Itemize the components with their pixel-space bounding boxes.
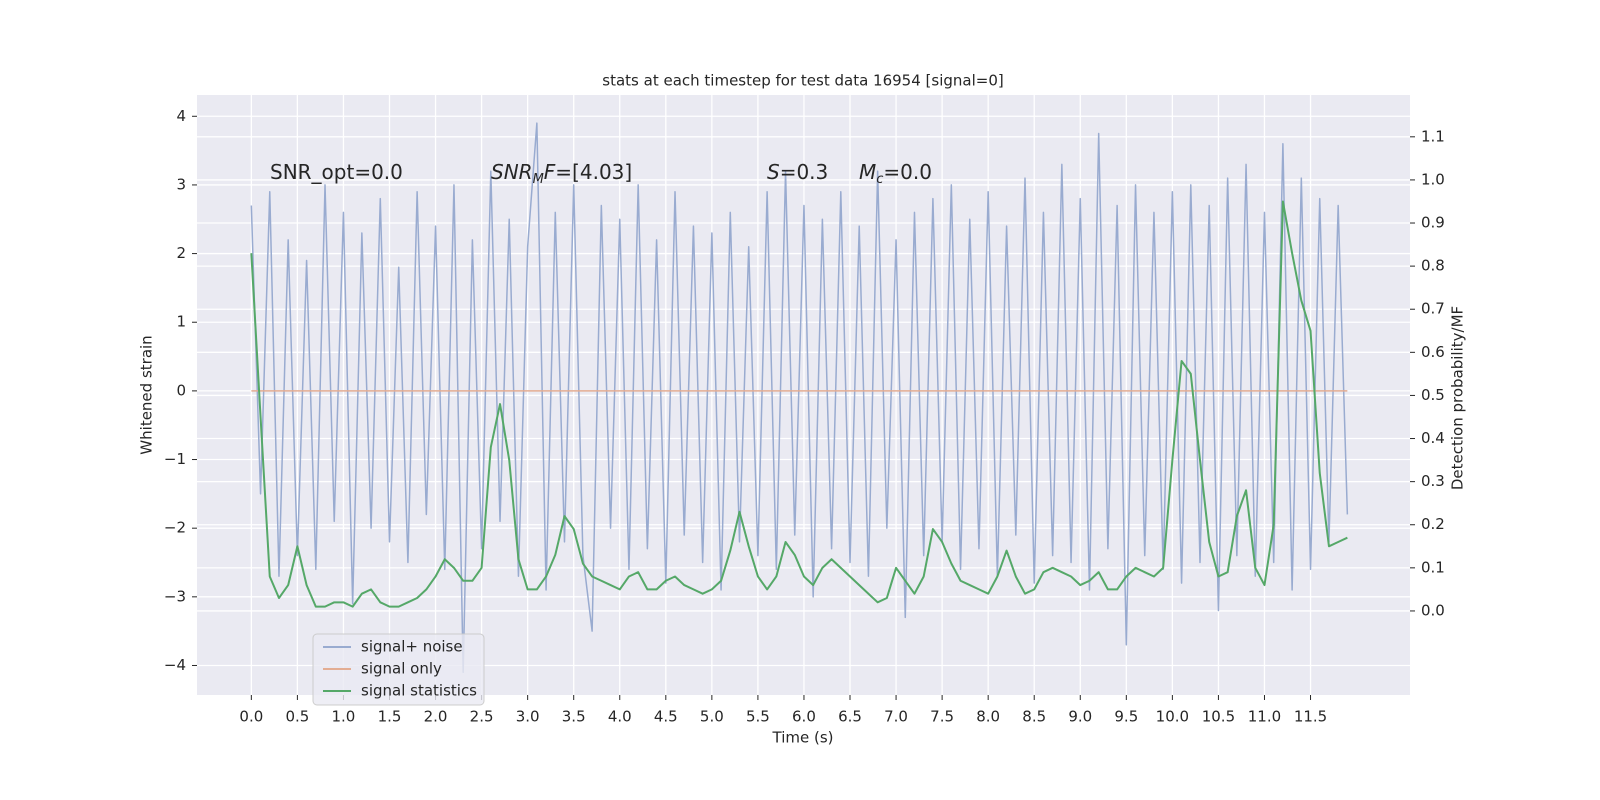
x-tick-label: 5.5 [746,708,770,726]
y-tick-label: −4 [164,656,186,674]
annotation: SNRMF=[4.03] [491,160,632,187]
y-tick-label: 1 [176,313,186,331]
y2-tick-label: 0.3 [1421,472,1445,490]
x-tick-label: 4.0 [608,708,632,726]
x-tick-label: 3.0 [516,708,540,726]
x-tick-label: 10.0 [1156,708,1189,726]
y-tick-label: 3 [176,175,186,193]
y-axis-label: Whitened strain [138,335,156,454]
y2-tick-label: 0.8 [1421,257,1445,275]
annotation-part: SNR [491,160,533,184]
x-tick-label: 0.5 [285,708,309,726]
legend-label: signal only [361,660,442,678]
y-tick-label: 0 [176,381,186,399]
y-tick-label: −3 [164,587,186,605]
y-tick-label: −2 [164,519,186,537]
annotation-part: F [544,160,556,184]
x-tick-label: 0.0 [239,708,263,726]
x-tick-label: 8.5 [1022,708,1046,726]
y2-tick-label: 0.6 [1421,343,1445,361]
x-tick-label: 9.5 [1114,708,1138,726]
x-tick-label: 9.0 [1068,708,1092,726]
y2-tick-label: 0.5 [1421,386,1445,404]
y-tick-label: −1 [164,450,186,468]
y2-tick-label: 0.0 [1421,601,1445,619]
y2-tick-label: 0.9 [1421,214,1445,232]
annotation-part: M [533,172,544,187]
annotation-part: SNR_opt=0.0 [270,160,403,184]
chart-title: stats at each timestep for test data 169… [602,72,1003,90]
x-tick-label: 7.0 [884,708,908,726]
x-tick-label: 5.0 [700,708,724,726]
x-tick-label: 8.0 [976,708,1000,726]
legend-label: signal+ noise [361,638,463,656]
x-tick-label: 1.0 [332,708,356,726]
series-line [250,122,1349,674]
y2-tick-label: 0.1 [1421,558,1445,576]
x-tick-label: 6.5 [838,708,862,726]
x-tick-label: 2.0 [424,708,448,726]
annotation-part: =0.3 [780,160,829,184]
y2-tick-label: 1.1 [1421,127,1445,145]
y2-tick-label: 0.2 [1421,515,1445,533]
x-tick-label: 1.5 [378,708,402,726]
annotation-part: M [859,160,876,184]
legend-label: signal statistics [361,682,477,700]
x-axis-label: Time (s) [772,729,834,747]
x-tick-label: 10.5 [1202,708,1235,726]
annotation-part: =[4.03] [555,160,632,184]
annotation: Mc=0.0 [859,160,932,187]
y2-tick-label: 0.7 [1421,300,1445,318]
x-tick-label: 7.5 [930,708,954,726]
y2-tick-label: 0.4 [1421,429,1445,447]
x-tick-label: 11.0 [1248,708,1281,726]
annotation-part: S [767,160,780,184]
y-tick-label: 4 [176,107,186,125]
annotation: SNR_opt=0.0 [270,160,403,184]
annotation-part: c [876,172,883,187]
legend-box [312,633,485,706]
x-tick-label: 4.5 [654,708,678,726]
x-tick-label: 11.5 [1294,708,1327,726]
annotation-part: =0.0 [883,160,932,184]
y2-axis-label: Detection probability/MF [1449,306,1467,490]
y2-tick-label: 1.0 [1421,170,1445,188]
x-tick-label: 3.5 [562,708,586,726]
annotation: S=0.3 [767,160,828,184]
legend: signal+ noise signal only signal statistic… [312,633,485,706]
x-tick-label: 2.5 [470,708,494,726]
x-tick-label: 6.0 [792,708,816,726]
y-tick-label: 2 [176,244,186,262]
series-line [250,200,1348,608]
